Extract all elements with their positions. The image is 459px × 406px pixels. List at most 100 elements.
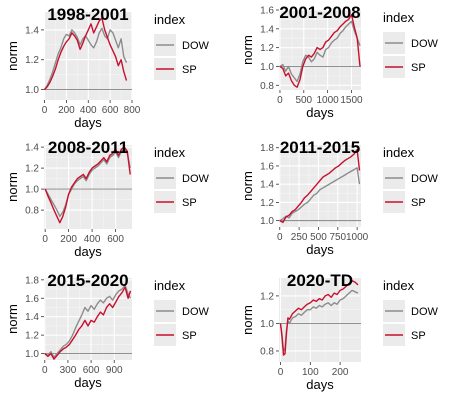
series-line-sp [44,146,131,224]
y-axis-title: norm [5,41,20,71]
legend-title: index [383,145,415,160]
x-tick-label: 0 [42,365,48,376]
y-tick-label: 0.8 [260,346,274,357]
y-tick-label: 1.0 [260,62,274,73]
panel-title: 2001-2008 [279,3,360,22]
y-tick-label: 1.4 [25,25,39,36]
x-tick-label: 500 [295,95,312,106]
series-line-dow [44,148,131,218]
y-tick-label: 1.4 [260,180,274,191]
x-tick-label: 500 [310,232,327,243]
x-tick-label: 200 [332,367,349,378]
y-tick-label: 1.6 [25,294,39,305]
chart-panel-2: 0.8 1.0 1.2 1.4 0 200 400 600 2008-2011 days norm i… [5,138,210,259]
legend-title: index [154,278,186,293]
legend-label: DOW [182,306,210,318]
chart-panel-1: 0.8 1.0 1.2 1.4 1.6 0 500 1000 1500 2001-2008 days… [240,3,439,120]
y-tick-label: 1.2 [260,291,274,302]
y-tick-label: 0.8 [25,206,39,217]
x-tick-label: 0 [277,95,283,106]
panel-title: 2015-2020 [47,271,128,290]
legend-label: DOW [182,40,210,52]
legend-label: DOW [411,173,439,185]
y-tick-label: 1.4 [25,312,39,323]
plot-background [44,278,132,360]
y-tick-label: 1.4 [25,143,39,154]
y-tick-label: 1.2 [25,55,39,66]
legend-label: DOW [411,38,439,50]
x-axis-title: days [306,105,334,120]
y-tick-label: 1.6 [260,161,274,172]
legend-label: SP [182,197,197,209]
x-axis-title: days [306,377,334,392]
chart-panel-4: 1.0 1.2 1.4 1.6 1.8 0 300 600 900 2015-2020 days no… [5,271,210,390]
x-tick-label: 600 [107,234,124,245]
legend-label: SP [411,62,426,74]
series-line-dow [44,284,132,358]
y-tick-label: 1.0 [25,85,39,96]
y-tick-label: 1.0 [25,349,39,360]
x-tick-label: 400 [80,105,97,116]
panel-title: 2008-2011 [48,138,128,157]
x-axis-title: days [74,244,102,259]
legend-title: index [154,145,186,160]
x-tick-label: 1000 [346,232,369,243]
legend-label: SP [411,197,426,209]
y-axis-title: norm [240,305,255,335]
y-tick-label: 1.8 [25,275,39,286]
y-axis-title: norm [240,171,255,201]
x-axis-title: days [74,375,102,390]
y-tick-label: 1.2 [260,43,274,54]
x-tick-label: 200 [58,105,75,116]
panel-title: 2011-2015 [280,138,360,157]
y-tick-label: 0.8 [260,81,274,92]
panel-title: 1998-2001 [47,5,128,24]
x-tick-label: 0 [42,105,48,116]
legend-title: index [154,12,186,27]
x-tick-label: 300 [60,365,77,376]
y-tick-label: 1.0 [25,185,39,196]
x-tick-label: 600 [102,105,119,116]
y-tick-label: 1.6 [260,6,274,17]
y-tick-label: 1.0 [260,319,274,330]
y-tick-label: 1.4 [260,24,274,35]
series-line-dow [279,167,361,222]
x-tick-label: 0 [278,367,284,378]
y-tick-label: 1.8 [260,143,274,154]
legend-label: SP [182,330,197,342]
y-tick-label: 1.0 [260,216,274,227]
x-axis-title: days [306,242,334,257]
legend-label: DOW [411,306,439,318]
y-axis-title: norm [5,172,20,202]
chart-panel-0: 1.0 1.2 1.4 0 200 400 600 800 1998-2001 days norm i… [5,5,210,130]
x-tick-label: 800 [124,105,141,116]
y-tick-label: 1.2 [25,164,39,175]
panel-title: 2020-TD [287,271,353,290]
series-line-dow [279,20,361,83]
x-tick-label: 200 [60,234,77,245]
chart-panel-5: 0.8 1.0 1.2 0 100 200 2020-TD days norm index DOW S… [240,271,439,392]
chart-panel-3: 1.0 1.2 1.4 1.6 1.8 0 250 500 750 1000 2011-2015 da… [240,138,439,257]
legend-label: SP [411,330,426,342]
series-line-sp [279,148,361,224]
series-line-sp [279,13,361,88]
series-line-sp [43,17,128,91]
x-axis-title: days [74,115,102,130]
x-tick-label: 600 [83,365,100,376]
x-tick-label: 0 [42,234,48,245]
legend-title: index [383,10,415,25]
y-axis-title: norm [5,304,20,334]
plot-background [279,278,361,362]
y-tick-label: 1.2 [260,198,274,209]
x-tick-label: 100 [302,367,319,378]
y-tick-label: 1.2 [25,331,39,342]
legend-label: SP [182,64,197,76]
series-line-sp [44,286,132,360]
x-tick-label: 250 [291,232,308,243]
series-line-sp [279,280,359,356]
x-tick-label: 1000 [317,95,340,106]
x-tick-label: 0 [277,232,283,243]
x-tick-label: 900 [106,365,123,376]
x-tick-label: 750 [329,232,346,243]
